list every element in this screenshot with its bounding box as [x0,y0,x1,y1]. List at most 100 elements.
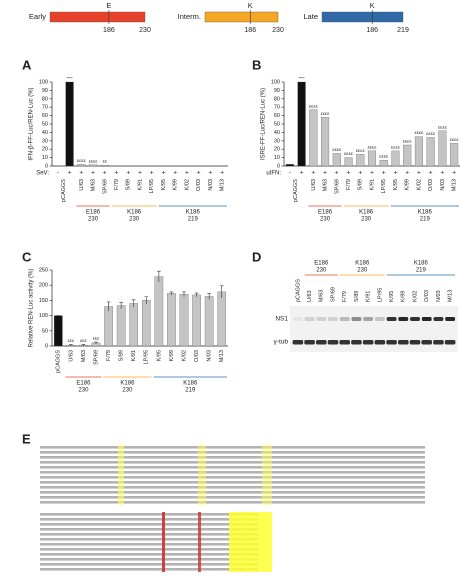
x-tick-label: S/89 [126,179,132,190]
treatment: + [323,170,327,177]
error-bar [157,270,161,283]
error-bar [131,299,136,308]
treatment: + [382,170,386,177]
lane-label: O/03 [424,290,430,302]
x-tick-label: LP/95 [381,179,387,193]
bar [285,164,294,167]
lane-label: K/02 [412,291,418,302]
tubulin-band [374,340,386,345]
group-name: K186 [127,210,142,216]
treatment: + [441,170,445,177]
significance: ££££ [309,103,319,108]
x-tick-label: M/63 [81,350,87,362]
treatment: + [173,170,177,177]
y-tick-label: 100 [39,79,48,85]
tubulin-band [304,340,315,345]
treatment: + [209,170,213,177]
group-sub: 230 [88,217,99,223]
group-sub: 219 [416,268,427,274]
x-tick-label: K/95 [156,350,162,361]
x-tick-label: N/03 [208,179,214,191]
x-tick-label: pCAGGS [293,179,299,202]
alignment-row [40,471,425,474]
group-name: E186 [86,210,101,216]
y-tick-label: 20 [274,147,280,153]
x-tick-label: S/89 [119,350,125,361]
bar [450,143,459,167]
significance: ££££ [403,139,413,144]
tubulin-band [292,340,304,345]
tubulin-band [386,340,397,345]
group-name: K186 [359,210,374,216]
group-sub: 219 [188,217,199,223]
treatment: + [311,170,315,177]
y-tick-label: 30 [274,138,280,144]
y-tick-label: 10 [42,155,48,161]
bar [391,150,400,167]
significance: ££££ [356,148,366,153]
treatment-label: uIFN: [266,171,281,177]
significance: **** [66,76,73,81]
error-bar [194,292,199,297]
y-tick-label: 60 [42,113,48,119]
group-sub: 230 [361,217,372,223]
significance: £££ [68,338,75,343]
x-tick-label: LP/95 [144,350,150,364]
x-tick-label: K/99 [173,179,179,190]
ns1-band [398,317,409,321]
x-tick-label: K/02 [416,179,422,190]
alignment-row [40,543,258,546]
alignment-row [40,466,425,469]
group-sub: 230 [357,268,368,274]
ns1-band [374,317,385,321]
alignment-row [40,563,258,566]
ns1-band [363,317,374,321]
bar [116,305,126,347]
bar [100,165,109,167]
x-tick-label: F/79 [106,350,112,361]
bar [179,294,189,347]
tubulin-band [409,340,421,345]
stage-end: 230 [139,27,151,34]
bar [321,117,330,167]
y-tick-label: 100 [271,79,280,85]
lane-label: S/89 [354,291,360,302]
bar [367,150,377,167]
alignment-row [40,523,258,526]
tubulin-band [444,340,456,345]
lane-label: U/63 [307,290,313,302]
group-name: K186 [183,381,198,387]
treatment: + [370,170,374,177]
alignment-row [40,481,425,484]
significance: ££££ [379,154,389,159]
treatment: + [394,170,398,177]
stage-bar [49,11,146,23]
ns1-band [410,317,420,321]
stage-residue: K [370,1,375,10]
x-tick-label: SP/69 [334,179,340,194]
lane-label: M/63 [319,290,325,302]
stage-label: Late [303,12,318,21]
x-tick-label: K/91 [137,179,143,190]
error-bar [182,291,186,297]
x-tick-label: M/63 [323,179,329,191]
significance: ££££ [89,158,99,163]
error-bar [207,293,211,300]
x-tick-label: K/02 [184,179,190,190]
alignment-row [40,548,258,551]
x-tick-label: K/02 [181,350,187,361]
y-tick-label: 0 [45,343,48,349]
error-bar [94,341,98,344]
x-tick-label: O/03 [196,179,202,191]
significance: ££££ [332,147,342,152]
ns1-band [433,317,444,321]
stage-residue: K [248,1,253,10]
alignment-row [40,558,258,561]
bar [129,303,139,347]
alignment-highlight [246,512,272,572]
x-tick-label: M/13 [220,179,226,191]
treatment: + [335,170,339,177]
lane-label: N/03 [436,290,442,302]
bar [53,315,63,347]
tubulin-band [433,340,444,345]
